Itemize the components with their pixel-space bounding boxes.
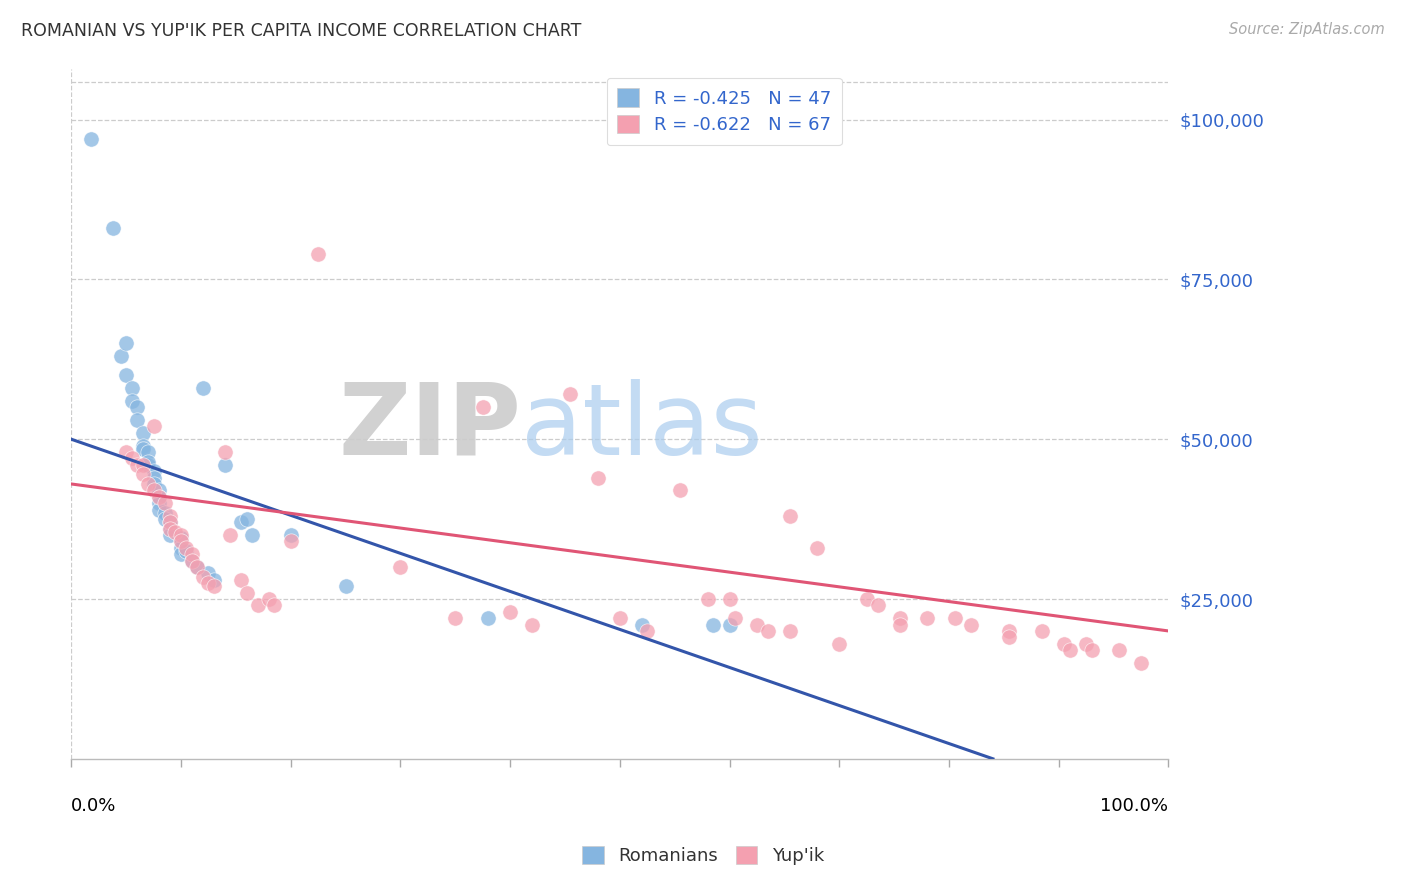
Text: ZIP: ZIP [339,379,522,476]
Text: ROMANIAN VS YUP'IK PER CAPITA INCOME CORRELATION CHART: ROMANIAN VS YUP'IK PER CAPITA INCOME COR… [21,22,582,40]
Text: 100.0%: 100.0% [1101,797,1168,814]
Text: atlas: atlas [522,379,762,476]
Legend: R = -0.425   N = 47, R = -0.622   N = 67: R = -0.425 N = 47, R = -0.622 N = 67 [606,78,842,145]
Text: 0.0%: 0.0% [72,797,117,814]
Text: Source: ZipAtlas.com: Source: ZipAtlas.com [1229,22,1385,37]
Legend: Romanians, Yup'ik: Romanians, Yup'ik [575,838,831,872]
